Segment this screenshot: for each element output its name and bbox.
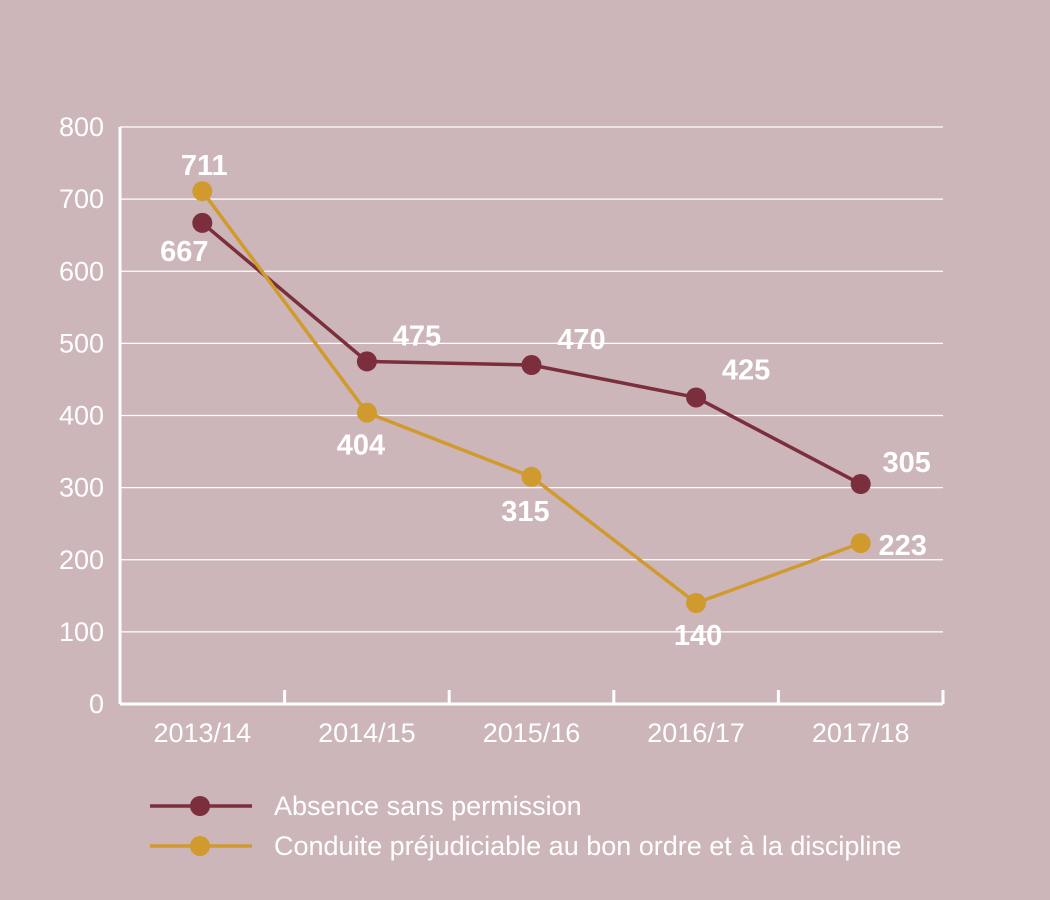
x-tick-label: 2013/14 — [153, 718, 251, 748]
y-tick-label: 200 — [59, 545, 104, 575]
axes — [118, 127, 945, 706]
x-axis-ticks: 2013/14 2014/15 2015/16 2016/17 2017/18 — [153, 718, 909, 748]
x-tick-label: 2014/15 — [318, 718, 416, 748]
data-label: 425 — [722, 354, 770, 386]
data-label: 305 — [883, 447, 931, 479]
series-line-1 — [201, 221, 862, 486]
data-point — [192, 212, 213, 233]
y-tick-label: 700 — [59, 184, 104, 214]
data-label: 315 — [501, 496, 549, 528]
y-tick-label: 500 — [59, 328, 104, 358]
x-tick-label: 2016/17 — [647, 718, 745, 748]
data-point — [192, 181, 213, 202]
y-tick-label: 400 — [59, 401, 104, 431]
data-point — [521, 355, 542, 376]
data-point — [521, 466, 542, 487]
y-tick-label: 600 — [59, 256, 104, 286]
data-point — [686, 387, 707, 408]
legend-label: Absence sans permission — [274, 791, 582, 821]
legend-marker — [190, 796, 210, 816]
data-point — [686, 593, 707, 614]
y-tick-label: 0 — [89, 689, 104, 719]
data-label: 711 — [181, 150, 228, 182]
data-label: 404 — [337, 430, 385, 462]
data-labels: 667 475 470 425 305 711 404 315 140 223 — [160, 150, 931, 652]
x-tick-label: 2015/16 — [483, 718, 581, 748]
series-lines — [200, 190, 862, 605]
series-points — [192, 181, 871, 614]
data-label: 140 — [674, 620, 722, 652]
y-tick-label: 800 — [59, 112, 104, 142]
data-point — [356, 402, 377, 423]
legend-label: Conduite préjudiciable au bon ordre et à… — [274, 831, 901, 861]
x-tick-label: 2017/18 — [812, 718, 910, 748]
gridlines — [120, 126, 943, 633]
data-point — [850, 533, 871, 554]
data-point — [356, 351, 377, 372]
y-tick-label: 100 — [59, 617, 104, 647]
data-label: 667 — [160, 236, 208, 268]
data-point — [850, 474, 871, 495]
series-line-2 — [200, 190, 862, 605]
y-axis-ticks: 0 100 200 300 400 500 600 700 800 — [59, 112, 104, 719]
legend-marker — [190, 836, 210, 856]
data-label: 475 — [393, 320, 441, 352]
data-label: 470 — [557, 324, 605, 356]
legend: Absence sans permission Conduite préjudic… — [150, 791, 901, 861]
y-tick-label: 300 — [59, 473, 104, 503]
data-label: 223 — [879, 530, 927, 562]
